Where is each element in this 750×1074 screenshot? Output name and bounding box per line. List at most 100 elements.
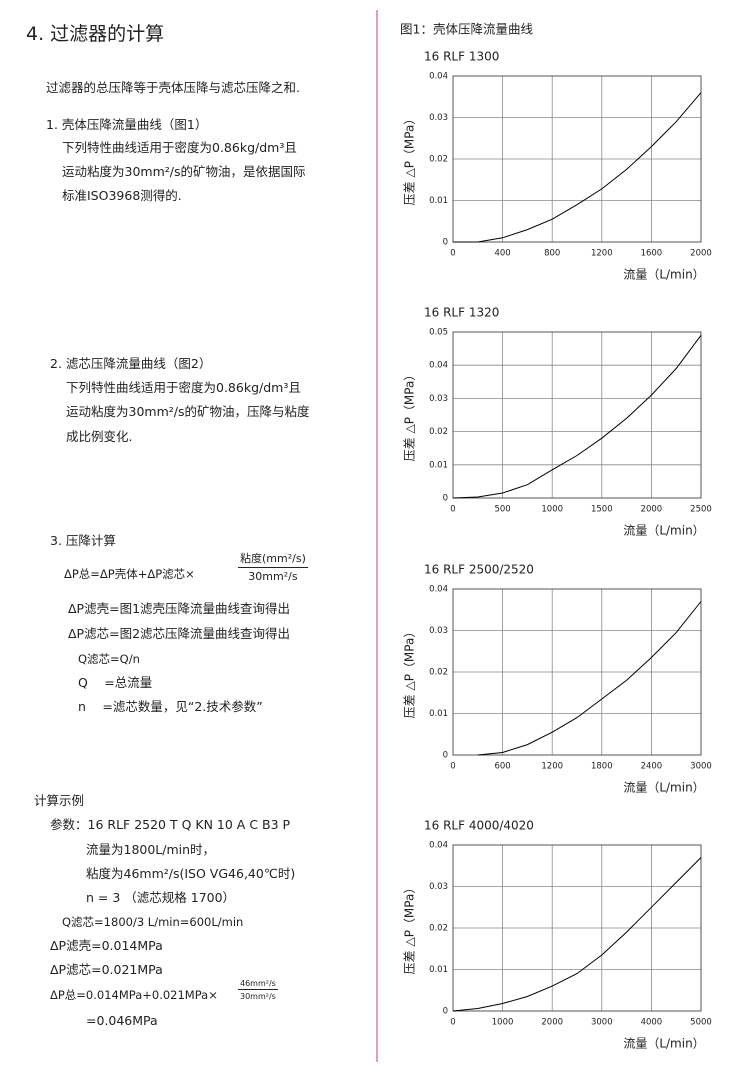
y-tick-label: 0 [443,494,448,504]
y-tick-label: 0.02 [429,668,448,678]
x-tick-label: 0 [450,762,455,772]
x-tick-label: 3000 [591,1018,613,1028]
y-axis-label: 压差 △P（MPa） [403,626,417,719]
y-tick-label: 0.04 [429,72,448,82]
x-tick-label: 4000 [641,1018,663,1028]
y-tick-label: 0.03 [429,882,448,892]
denominator: 30mm²/s [248,570,298,583]
formula: ΔP总=ΔP壳体+ΔP滤芯× [64,567,195,581]
y-axis-label: 压差 △P（MPa） [403,369,417,462]
text-line: ΔP滤芯=0.021MPa [50,962,163,977]
x-tick-label: 1200 [541,762,563,772]
y-tick-label: 0.01 [429,709,448,719]
text-line: ΔP滤壳=0.014MPa [50,938,163,953]
y-tick-label: 0.03 [429,394,448,404]
x-tick-label: 0 [450,505,455,515]
x-tick-label: 400 [494,249,510,259]
y-tick-label: 0 [443,751,448,761]
x-tick-label: 800 [544,249,560,259]
doc-title: 4. 过滤器的计算 [26,23,165,45]
y-tick-label: 0.04 [429,361,448,371]
y-tick-label: 0.03 [429,113,448,123]
text-line: ΔP滤壳=图1滤壳压降流量曲线查询得出 [68,601,291,616]
text-line: Q =总流量 [78,675,153,690]
text-line: 下列特性曲线适用于密度为0.86kg/dm³且 [62,140,297,155]
figure-caption: 图1：壳体压降流量曲线 [400,22,533,37]
section-heading: 2. 滤芯压降流量曲线（图2） [50,356,212,371]
section-heading: 计算示例 [34,793,85,808]
text-line: Q滤芯=1800/3 L/min=600L/min [62,915,244,929]
text-line: Q滤芯=Q/n [78,652,140,666]
text-line: n = 3 （滤芯规格 1700） [86,890,236,905]
x-axis-label: 流量（L/min） [623,524,704,538]
y-tick-label: 0 [443,238,448,248]
x-axis-label: 流量（L/min） [623,781,704,795]
x-tick-label: 1000 [492,1018,514,1028]
x-tick-label: 0 [450,1018,455,1028]
y-tick-label: 0.02 [429,155,448,165]
x-tick-label: 1000 [541,505,563,515]
y-tick-label: 0 [443,1007,448,1017]
y-tick-label: 0.01 [429,460,448,470]
text-line: 运动粘度为30mm²/s的矿物油，压降与粘度 [66,404,310,419]
plot-frame [452,588,702,756]
y-axis-label: 压差 △P（MPa） [403,882,417,975]
chart-title: 16 RLF 4000/4020 [424,819,534,833]
chart-title: 16 RLF 1320 [424,306,499,320]
plot-frame [452,75,702,243]
fraction: 46mm²/s 30mm²/s [238,979,278,1001]
x-tick-label: 500 [494,505,510,515]
plot-frame [452,844,702,1012]
curve [453,92,702,243]
formula: ΔP总=0.014MPa+0.021MPa× [50,988,218,1002]
text-line: 成比例变化. [66,429,133,444]
text-line: =0.046MPa [86,1013,158,1028]
x-tick-label: 2000 [641,505,663,515]
text-line: n =滤芯数量，见“2.技术参数” [78,699,263,714]
numerator: 粘度(mm²/s) [238,550,308,568]
text-line: ΔP滤芯=图2滤芯压降流量曲线查询得出 [68,626,291,641]
text-line: 下列特性曲线适用于密度为0.86kg/dm³且 [66,380,301,395]
x-tick-label: 5000 [690,1018,712,1028]
text-line: 流量为1800L/min时， [86,842,216,857]
curve [452,335,702,499]
y-axis-label: 压差 △P（MPa） [403,113,417,206]
x-tick-label: 3000 [690,762,712,772]
intro: 过滤器的总压降等于壳体压降与滤芯压降之和. [46,80,300,95]
text-line: 粘度为46mm²/s(ISO VG46,40℃时) [86,866,296,881]
y-tick-label: 0.01 [429,196,448,206]
chart-title: 16 RLF 1300 [424,50,499,64]
y-tick-label: 0.05 [429,328,448,338]
x-tick-label: 1600 [641,249,663,259]
x-axis-label: 流量（L/min） [623,1037,704,1051]
x-tick-label: 2500 [690,505,712,515]
denominator: 30mm²/s [240,992,276,1001]
x-tick-label: 1500 [591,505,613,515]
fraction: 粘度(mm²/s) 30mm²/s [238,550,308,583]
y-tick-label: 0.04 [429,585,448,595]
y-tick-label: 0.02 [429,924,448,934]
text-line: 参数：16 RLF 2520 T Q KN 10 A C B3 P [50,817,291,832]
x-tick-label: 2000 [690,249,712,259]
y-tick-label: 0.03 [429,626,448,636]
y-tick-label: 0.02 [429,427,448,437]
plot-frame [452,331,702,499]
y-tick-label: 0.04 [429,841,448,851]
x-tick-label: 1200 [591,249,613,259]
x-tick-label: 1800 [591,762,613,772]
x-tick-label: 2400 [641,762,663,772]
text-line: 标准ISO3968测得的. [62,188,182,203]
x-tick-label: 0 [450,249,455,259]
section-heading: 3. 压降计算 [50,533,116,548]
x-tick-label: 2000 [541,1018,563,1028]
text-line: 运动粘度为30mm²/s的矿物油，是依据国际 [62,164,306,179]
numerator: 46mm²/s [238,979,278,990]
x-axis-label: 流量（L/min） [623,268,704,282]
x-tick-label: 600 [494,762,510,772]
chart-title: 16 RLF 2500/2520 [424,563,534,577]
curve [477,601,702,756]
curve [452,857,702,1012]
section-heading: 1. 壳体压降流量曲线（图1） [46,117,208,132]
